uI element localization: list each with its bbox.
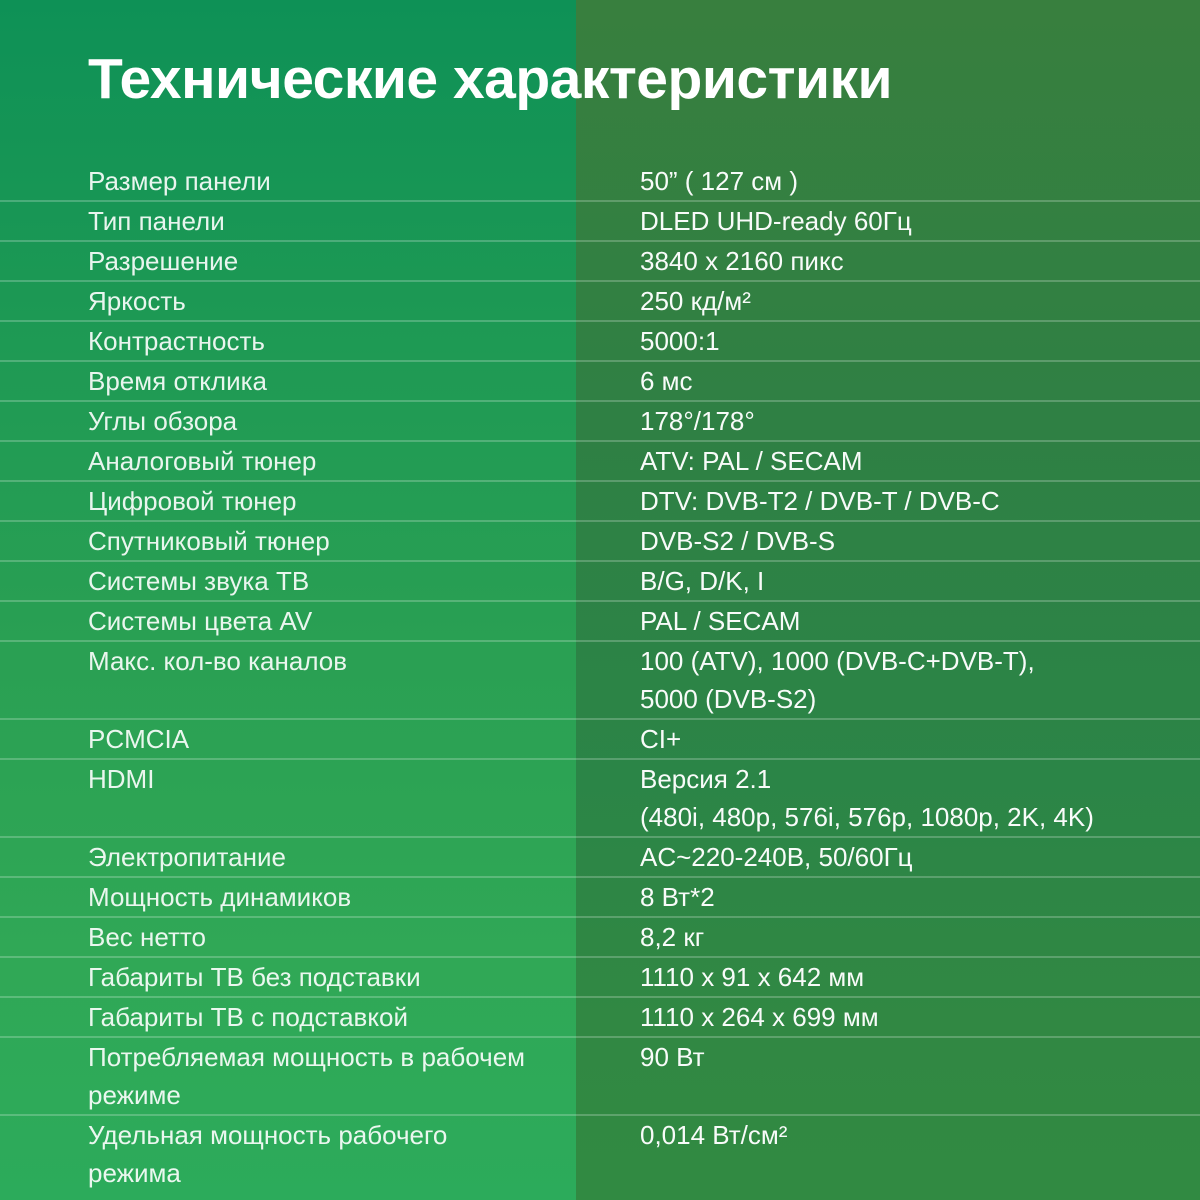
spec-value: 6 мс xyxy=(640,366,693,396)
spec-value: 100 (ATV), 1000 (DVB-C+DVB-T), 5000 (DVB… xyxy=(640,646,1035,714)
spec-row: Удельная мощность рабочего режима 0,014 … xyxy=(0,1116,1200,1192)
spec-value: DVB-S2 / DVB-S xyxy=(640,526,836,556)
spec-row: HDMI Версия 2.1 (480i, 480p, 576i, 576p,… xyxy=(0,760,1200,838)
spec-value: DTV: DVB-T2 / DVB-T / DVB-C xyxy=(640,486,1000,516)
spec-row: Разрешение 3840 x 2160 пикс xyxy=(0,242,1200,282)
spec-row: Яркость 250 кд/м² xyxy=(0,282,1200,322)
spec-label: Углы обзора xyxy=(88,406,238,436)
spec-value: 3840 x 2160 пикс xyxy=(640,246,844,276)
spec-label: Мощность динамиков xyxy=(88,882,352,912)
spec-label: Системы звука ТВ xyxy=(88,566,310,596)
spec-label: Спутниковый тюнер xyxy=(88,526,330,556)
spec-value: 1110 x 91 x 642 мм xyxy=(640,962,865,992)
spec-row: Потребляемая мощность в рабочем режиме 9… xyxy=(0,1038,1200,1116)
spec-label: Яркость xyxy=(88,286,186,316)
spec-row: PCMCIA CI+ xyxy=(0,720,1200,760)
spec-row: Системы цвета AV PAL / SECAM xyxy=(0,602,1200,642)
spec-value: ATV: PAL / SECAM xyxy=(640,446,863,476)
spec-value: B/G, D/K, I xyxy=(640,566,765,596)
spec-row: Системы звука ТВ B/G, D/K, I xyxy=(0,562,1200,602)
spec-label: HDMI xyxy=(88,764,155,794)
spec-value: AC~220-240В, 50/60Гц xyxy=(640,842,913,872)
spec-value: 50” ( 127 см ) xyxy=(640,166,799,196)
spec-value: 90 Вт xyxy=(640,1042,705,1072)
spec-label: PCMCIA xyxy=(88,724,190,754)
spec-row: Электропитание AC~220-240В, 50/60Гц xyxy=(0,838,1200,878)
spec-row: Габариты ТВ без подставки 1110 x 91 x 64… xyxy=(0,958,1200,998)
spec-row: Аналоговый тюнер ATV: PAL / SECAM xyxy=(0,442,1200,482)
spec-value: 8,2 кг xyxy=(640,922,705,952)
spec-value: 5000:1 xyxy=(640,326,720,356)
spec-value: PAL / SECAM xyxy=(640,606,801,636)
spec-value: DLED UHD-ready 60Гц xyxy=(640,206,912,236)
spec-value: 250 кд/м² xyxy=(640,286,751,316)
spec-label: Удельная мощность рабочего режима xyxy=(88,1120,448,1188)
page-title: Технические характеристики xyxy=(88,47,893,111)
background-left-panel xyxy=(0,0,576,1200)
spec-value: 1110 x 264 x 699 мм xyxy=(640,1002,879,1032)
spec-label: Разрешение xyxy=(88,246,239,276)
spec-row: Габариты ТВ с подставкой 1110 x 264 x 69… xyxy=(0,998,1200,1038)
spec-row: Время отклика 6 мс xyxy=(0,362,1200,402)
spec-label: Системы цвета AV xyxy=(88,606,313,636)
spec-label: Время отклика xyxy=(88,366,268,396)
spec-label: Габариты ТВ без подставки xyxy=(88,962,421,992)
spec-label: Потребляемая мощность в рабочем режиме xyxy=(88,1042,526,1110)
spec-row: Углы обзора 178°/178° xyxy=(0,402,1200,442)
spec-label: Тип панели xyxy=(88,206,225,236)
spec-label: Аналоговый тюнер xyxy=(88,446,317,476)
spec-row: Мощность динамиков 8 Вт*2 xyxy=(0,878,1200,918)
spec-row: Тип панели DLED UHD-ready 60Гц xyxy=(0,202,1200,242)
spec-value: 0,014 Вт/см² xyxy=(640,1120,788,1150)
spec-value: 178°/178° xyxy=(640,406,755,436)
spec-row: Вес нетто 8,2 кг xyxy=(0,918,1200,958)
spec-label: Размер панели xyxy=(88,166,271,196)
spec-value: 8 Вт*2 xyxy=(640,882,715,912)
spec-label: Цифровой тюнер xyxy=(88,486,297,516)
spec-label: Макс. кол-во каналов xyxy=(88,646,348,676)
spec-value: CI+ xyxy=(640,724,682,754)
spec-row: Цифровой тюнер DTV: DVB-T2 / DVB-T / DVB… xyxy=(0,482,1200,522)
spec-label: Контрастность xyxy=(88,326,265,356)
spec-label: Габариты ТВ с подставкой xyxy=(88,1002,408,1032)
spec-value: Версия 2.1 (480i, 480p, 576i, 576p, 1080… xyxy=(640,764,1094,832)
background-right-panel xyxy=(576,0,1200,1200)
spec-label: Вес нетто xyxy=(88,922,206,952)
spec-row: Размер панели 50” ( 127 см ) xyxy=(0,162,1200,202)
spec-row: Макс. кол-во каналов 100 (ATV), 1000 (DV… xyxy=(0,642,1200,720)
spec-row: Контрастность 5000:1 xyxy=(0,322,1200,362)
spec-row: Спутниковый тюнер DVB-S2 / DVB-S xyxy=(0,522,1200,562)
spec-table: Размер панели 50” ( 127 см ) Тип панели … xyxy=(0,162,1200,1192)
spec-label: Электропитание xyxy=(88,842,286,872)
